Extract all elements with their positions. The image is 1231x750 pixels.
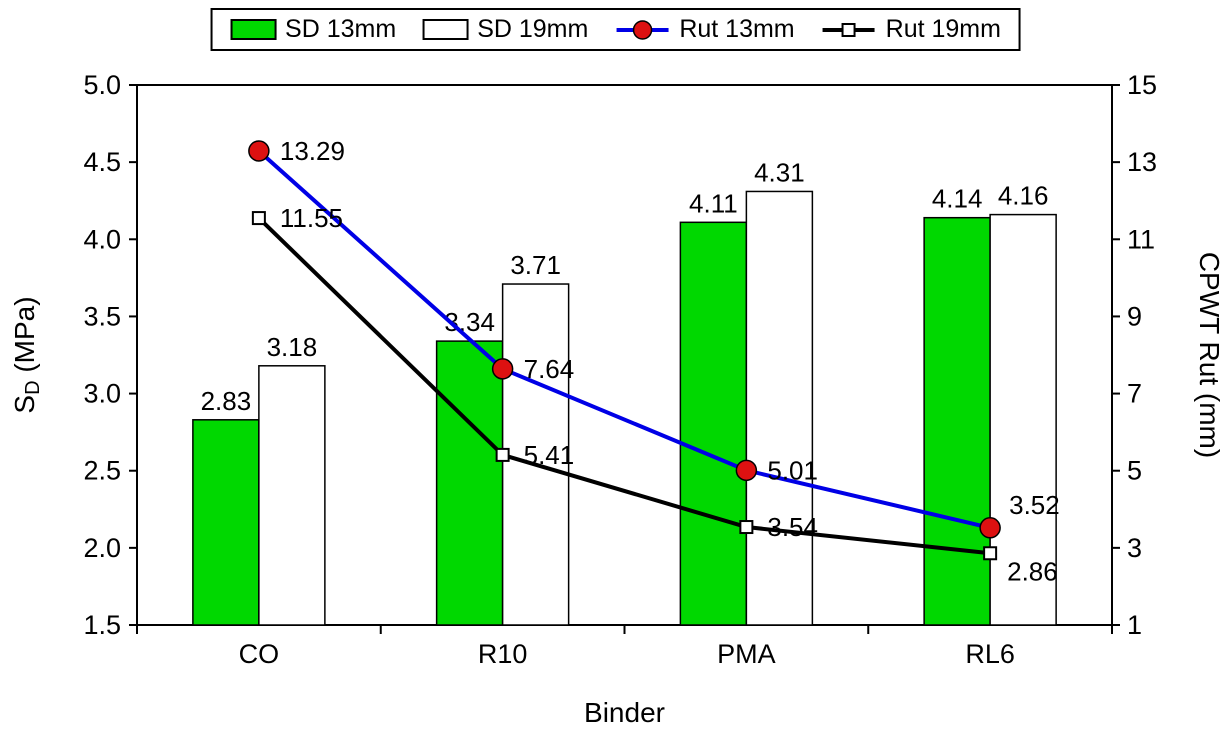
bar-data-label: 4.16 <box>998 181 1049 211</box>
bar-sd-13mm-r10 <box>435 340 504 626</box>
right-axis-tick-label: 11 <box>1127 224 1155 254</box>
square-marker <box>251 211 266 226</box>
circle-marker <box>491 358 514 380</box>
line-data-label: 3.52 <box>1009 490 1060 520</box>
x-axis-title: Binder <box>584 697 665 728</box>
line-data-label: 2.86 <box>1007 556 1058 586</box>
legend-label-sd-19mm: SD 19mm <box>477 15 589 43</box>
bar-data-label: 3.18 <box>267 332 318 362</box>
legend-circle-marker <box>632 19 653 40</box>
y-axis-title-right: CPWT Rut (mm) <box>1194 252 1225 458</box>
bar-sd-19mm-rl6 <box>989 213 1057 626</box>
legend-label-sd-13mm: SD 13mm <box>285 15 397 43</box>
bar-data-label: 2.83 <box>201 386 252 416</box>
bar-data-label: 4.14 <box>932 184 983 214</box>
right-axis-tick-label: 5 <box>1127 456 1142 486</box>
line-data-label: 7.64 <box>524 354 575 384</box>
black-line-square-swatch-icon <box>822 22 875 37</box>
left-axis-tick-label: 4.5 <box>83 147 121 177</box>
circle-marker <box>248 140 270 162</box>
legend-item-rut-13mm: Rut 13mm <box>614 15 795 44</box>
right-axis-tick-label: 7 <box>1127 379 1142 409</box>
left-axis-tick-label: 2.5 <box>83 456 121 486</box>
bar-sd-19mm-pma <box>745 190 814 626</box>
line-data-label: 5.01 <box>767 455 818 485</box>
left-axis-tick-label: 3.0 <box>83 379 121 409</box>
left-axis-tick-label: 1.5 <box>83 610 121 640</box>
line-rut-13mm <box>257 149 991 530</box>
bar-sd-13mm-pma <box>679 221 748 626</box>
line-data-label: 13.29 <box>280 136 345 166</box>
x-axis-category-label: PMA <box>717 639 776 669</box>
right-axis-tick-label: 15 <box>1127 70 1157 100</box>
line-data-label: 11.55 <box>280 203 343 233</box>
bar-sd-19mm-co <box>258 365 326 626</box>
left-axis-tick-label: 3.5 <box>83 301 121 331</box>
legend-label-rut-13mm: Rut 13mm <box>679 15 795 43</box>
left-axis-tick-label: 2.0 <box>83 533 121 563</box>
square-marker <box>495 447 510 462</box>
legend-item-sd-19mm: SD 19mm <box>422 15 588 44</box>
blue-line-circle-swatch-icon <box>616 19 669 40</box>
square-marker <box>739 520 754 535</box>
left-axis-tick-label: 5.0 <box>83 70 121 100</box>
circle-marker <box>735 459 758 482</box>
bar-data-label: 4.31 <box>754 157 805 187</box>
line-data-label: 3.54 <box>767 512 818 542</box>
bar-data-label: 3.71 <box>510 250 561 280</box>
bar-data-label: 4.11 <box>689 188 738 218</box>
bar-sd-13mm-rl6 <box>923 216 991 626</box>
green-bar-swatch-icon <box>230 19 277 40</box>
bar-sd-13mm-co <box>192 419 260 626</box>
legend-item-sd-13mm: SD 13mm <box>230 15 396 44</box>
legend-label-rut-19mm: Rut 19mm <box>885 15 1001 43</box>
square-marker <box>983 546 998 561</box>
circle-marker <box>979 517 1001 539</box>
right-axis-tick-label: 1 <box>1127 610 1142 640</box>
legend-item-rut-19mm: Rut 19mm <box>821 15 1001 44</box>
right-axis-tick-label: 13 <box>1127 147 1157 177</box>
y-axis-title-left: SD (MPa) <box>9 296 44 413</box>
line-rut-19mm <box>257 216 991 556</box>
x-axis-category-label: RL6 <box>965 639 1015 669</box>
right-axis-tick-label: 9 <box>1127 301 1142 331</box>
legend: SD 13mm SD 19mm Rut 13mm Rut 19mm <box>210 8 1021 51</box>
legend-square-marker <box>841 22 856 37</box>
left-axis-tick-label: 4.0 <box>83 224 121 254</box>
right-axis-tick-label: 3 <box>1127 533 1142 563</box>
x-axis-category-label: CO <box>239 639 280 669</box>
white-bar-swatch-icon <box>422 19 469 40</box>
line-data-label: 5.41 <box>524 440 575 470</box>
x-axis-category-label: R10 <box>478 639 528 669</box>
